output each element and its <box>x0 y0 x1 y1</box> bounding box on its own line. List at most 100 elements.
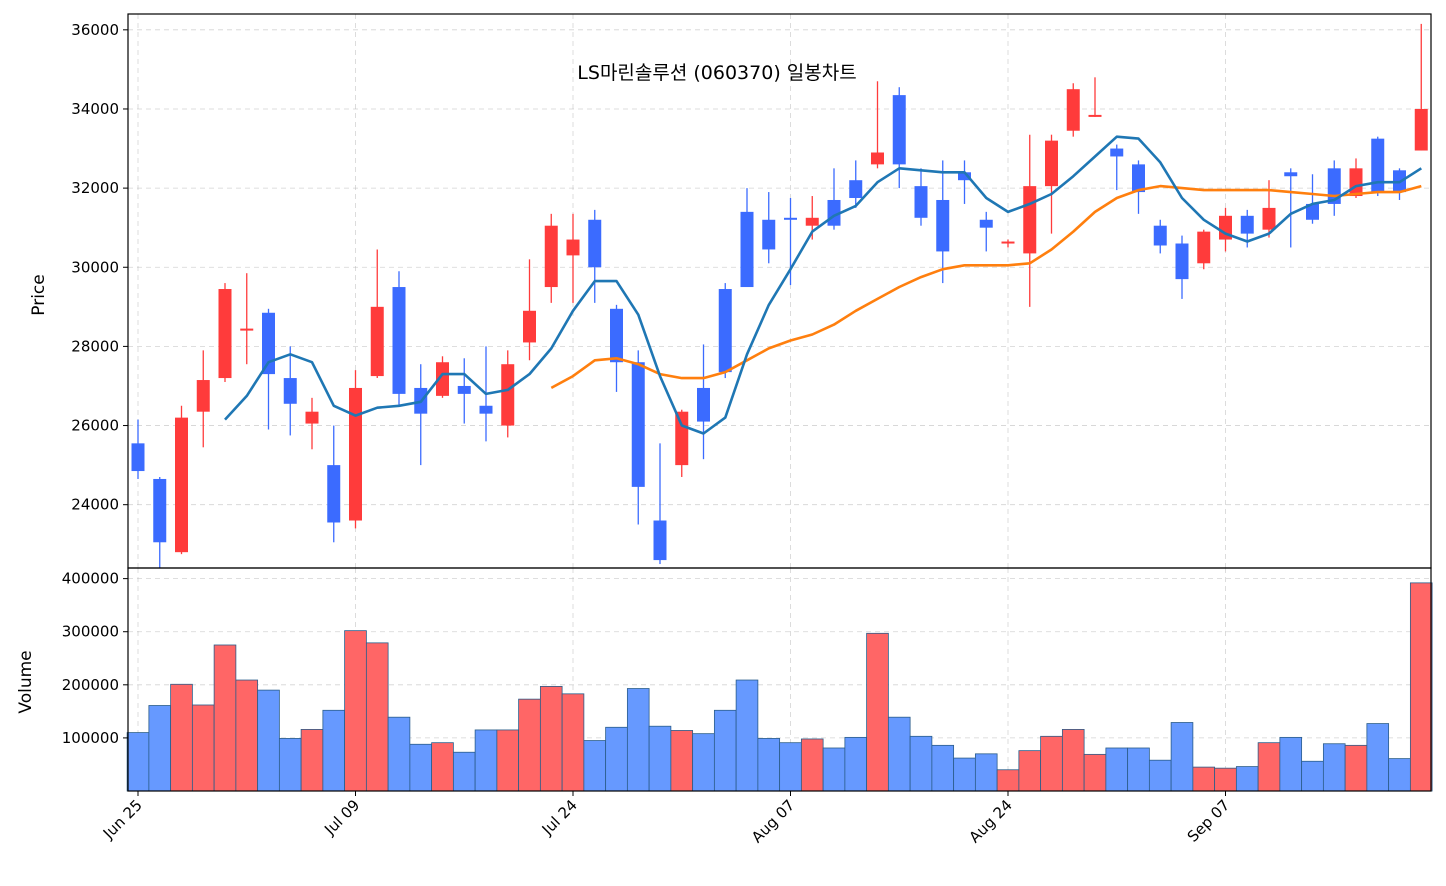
volume-bar <box>996 769 1020 792</box>
volume-bar <box>735 679 759 792</box>
chart-title: LS마린솔루션 (060370) 일봉차트 <box>577 62 856 84</box>
volume-bar <box>605 726 628 792</box>
ma-long-line <box>550 184 1422 390</box>
candle-body-up <box>871 152 884 165</box>
candle-body-down <box>610 308 623 363</box>
volume-tick-label: 100000 <box>62 729 119 747</box>
candle-body-up <box>1414 108 1428 151</box>
candle-body-up <box>305 411 319 424</box>
candle-body-up <box>544 225 558 288</box>
x-tick-label: Aug 07 <box>748 796 798 846</box>
candle-body-up <box>1088 114 1102 117</box>
volume-bar <box>431 742 454 792</box>
candle-body-down <box>1371 138 1385 193</box>
volume-bar <box>213 644 237 792</box>
volume-bar <box>822 747 846 792</box>
volume-bar <box>191 704 215 792</box>
price-tick-label: 32000 <box>71 179 119 197</box>
candle-body-up <box>523 310 536 343</box>
volume-bar <box>387 716 411 792</box>
volume-tick-label: 200000 <box>62 676 119 694</box>
volume-bar <box>1061 729 1085 792</box>
volume-bar <box>1127 747 1150 792</box>
volume-bar <box>1170 722 1194 792</box>
price-tick-label: 24000 <box>71 496 119 514</box>
candle-body-down <box>1153 225 1167 246</box>
candle-body-down <box>784 217 797 220</box>
volume-bar <box>1366 723 1390 792</box>
volume-bar <box>1235 766 1259 792</box>
candle-body-down <box>1132 164 1145 193</box>
candle-body-down <box>153 478 167 543</box>
volume-bar <box>539 686 563 792</box>
volume-bar <box>409 743 433 792</box>
volume-bar <box>1214 767 1237 792</box>
volume-bar <box>1083 753 1107 792</box>
volume-bar <box>779 742 802 792</box>
volume-bar <box>1409 582 1433 792</box>
volume-bar <box>1018 750 1042 792</box>
volume-bar <box>757 738 781 792</box>
volume-bar <box>1257 742 1281 792</box>
candle-body-down <box>1284 172 1298 177</box>
price-axis-label: Price <box>29 274 49 315</box>
volume-bar <box>953 757 976 792</box>
candle-body-down <box>392 287 406 394</box>
volume-bar <box>518 698 541 792</box>
candle-body-down <box>849 180 863 199</box>
volume-bars <box>126 582 1433 792</box>
x-tick-label: Jun 25 <box>99 796 146 843</box>
ma-short-line <box>224 135 1422 435</box>
candle-body-up <box>1001 241 1015 244</box>
volume-bar <box>561 693 585 792</box>
moving-average-lines <box>224 135 1422 435</box>
candle-body-down <box>1110 148 1124 157</box>
candle-body-down <box>892 95 906 165</box>
candle-body-up <box>1045 140 1058 187</box>
candle-body-up <box>349 387 362 521</box>
volume-bar <box>583 740 607 792</box>
volume-bar <box>1040 735 1063 792</box>
volume-bar <box>800 738 824 792</box>
volume-bar <box>300 729 324 792</box>
candle-body-down <box>718 289 732 373</box>
volume-tick-label: 300000 <box>62 623 119 641</box>
volume-bar <box>365 642 389 792</box>
x-tick-label: Aug 24 <box>966 796 1016 846</box>
volume-bar <box>452 751 476 792</box>
candle-body-up <box>1197 231 1211 264</box>
candle-body-up <box>566 239 580 256</box>
candle-body-down <box>740 211 754 288</box>
candle-body-down <box>958 172 971 181</box>
volume-tick-label: 400000 <box>62 570 119 588</box>
volume-bar <box>1192 766 1216 792</box>
candle-body-up <box>1023 186 1037 254</box>
volume-bar <box>474 729 498 792</box>
candle-body-down <box>262 312 275 375</box>
candle-body-up <box>370 306 384 377</box>
volume-bar <box>1105 747 1129 792</box>
candlesticks <box>131 23 1428 568</box>
candle-body-down <box>1306 203 1319 220</box>
candle-body-up <box>436 362 449 396</box>
volume-bar <box>1388 758 1411 792</box>
candle-body-down <box>979 219 993 228</box>
x-tick-label: Jul 09 <box>320 796 363 839</box>
volume-bar <box>648 725 672 792</box>
candle-body-up <box>1066 89 1080 131</box>
candle-body-down <box>327 465 341 523</box>
volume-bar <box>713 709 737 792</box>
x-tick-label: Jul 24 <box>538 796 581 839</box>
candle-body-down <box>1240 215 1254 234</box>
price-tick-label: 36000 <box>71 21 119 39</box>
volume-panel-frame <box>127 567 1432 792</box>
price-gridlines <box>128 14 1431 568</box>
candle-body-down <box>479 405 493 414</box>
candle-body-down <box>762 219 776 250</box>
volume-bar <box>844 736 868 792</box>
candle-body-up <box>175 417 188 553</box>
volume-bar <box>344 630 367 792</box>
volume-bar <box>1148 759 1172 792</box>
volume-bar <box>1322 743 1346 792</box>
